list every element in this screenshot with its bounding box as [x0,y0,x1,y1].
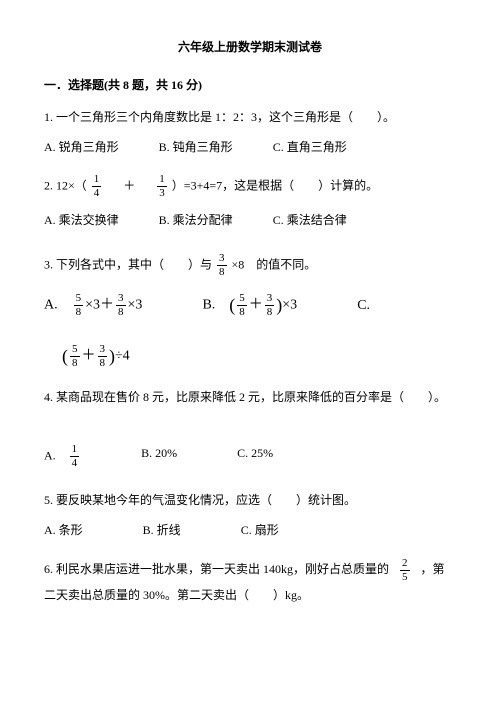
q2-frac2: 1 3 [157,174,167,199]
q5-opt-c: C. 扇形 [241,521,279,539]
q3-c-d1: 8 [70,357,80,369]
question-6: 6. 利民水果店运进一批水果，第一天卖出 140kg，刚好占总质量的 25 ，第… [44,557,456,607]
q2-f1-den: 4 [92,187,102,199]
q6-text: 6. 利民水果店运进一批水果，第一天卖出 140kg，刚好占总质量的 25 ，第… [44,557,456,607]
q6-frac: 25 [400,558,410,583]
q4-a-label: A. [44,448,56,462]
q2-f1-num: 1 [92,174,102,187]
q3-options: A. 58×3＋38×3 B. (58＋38)×3 C. (58＋38)÷4 [44,292,456,370]
q2-mid: ＋ [123,178,135,192]
q3-opt-a: A. 58×3＋38×3 [44,293,142,318]
q3-b-mid: ＋ [249,298,263,313]
q3-c-n2: 3 [98,344,108,357]
q5-options: A. 条形 B. 折线 C. 扇形 [44,521,456,539]
q3-c-d2: 8 [98,357,108,369]
page-title: 六年级上册数学期末测试卷 [44,38,456,56]
q4-opt-a: A. 14 [44,444,81,469]
q3-c-mid: ＋ [82,349,96,364]
q3-opt-c-expr: (58＋38)÷4 [62,343,456,370]
q3-a-n2: 3 [116,293,126,306]
q3-b-n1: 5 [237,293,247,306]
q2-frac1: 1 4 [92,174,102,199]
q3-a-d1: 8 [74,306,84,318]
q3-a-label: A. [44,298,58,313]
q3-b-f1: 58 [237,293,247,318]
q3-opt-b: B. (58＋38)×3 [202,292,297,319]
q3-a-d2: 8 [116,306,126,318]
q3-c-label: C. [357,298,370,313]
q2-opt-c: C. 乘法结合律 [273,211,347,229]
q4-a-frac: 14 [70,444,80,469]
q3-a-post: ×3 [128,298,143,313]
q4-a-num: 1 [70,444,80,457]
q3-a-f2: 38 [116,293,126,318]
q3-c-f2: 38 [98,344,108,369]
q3-a-mid: ×3＋ [85,298,114,313]
q6-pre: 6. 利民水果店运进一批水果，第一天卖出 140kg，刚好占总质量的 [44,562,389,576]
q1-text: 1. 一个三角形三个内角度数比是 1：2：3，这个三角形是（ ）。 [44,108,456,126]
q3-b-label: B. [202,298,215,313]
q3-text: 3. 下列各式中，其中（ ）与 3 8 ×8 的值不同。 [44,253,456,278]
q5-opt-a: A. 条形 [44,521,83,539]
q3-b-d2: 8 [265,306,275,318]
q3-b-f2: 38 [265,293,275,318]
q3-opt-c-label: C. [357,295,370,316]
q2-opt-a: A. 乘法交换律 [44,211,119,229]
q1-opt-c: C. 直角三角形 [273,138,347,156]
q3-b-n2: 3 [265,293,275,306]
q3-f-den: 8 [217,266,227,278]
q4-a-den: 4 [70,457,80,469]
q2-options: A. 乘法交换律 B. 乘法分配律 C. 乘法结合律 [44,211,456,229]
q3-b-d1: 8 [237,306,247,318]
q4-options: A. 14 B. 20% C. 25% [44,444,456,469]
section-header: 一．选择题(共 8 题，共 16 分) [44,76,456,94]
question-4: 4. 某商品现在售价 8 元，比原来降低 2 元，比原来降低的百分率是（ ）。 … [44,388,456,469]
q3-post: ×8 的值不同。 [232,257,317,271]
q3-f-num: 3 [217,253,227,266]
q4-text: 4. 某商品现在售价 8 元，比原来降低 2 元，比原来降低的百分率是（ ）。 [44,388,456,406]
q1-opt-a: A. 锐角三角形 [44,138,119,156]
q4-opt-b: B. 20% [141,444,177,469]
q2-text: 2. 12×（ 1 4 ＋ 1 3 ）=3+4=7，这是根据（ ）计算的。 [44,174,456,199]
q5-text: 5. 要反映某地今年的气温变化情况，应选（ ）统计图。 [44,491,456,509]
q2-f2-num: 1 [157,174,167,187]
q6-f-den: 5 [400,571,410,583]
q3-c-post: ÷4 [115,349,130,364]
q1-options: A. 锐角三角形 B. 钝角三角形 C. 直角三角形 [44,138,456,156]
question-3: 3. 下列各式中，其中（ ）与 3 8 ×8 的值不同。 A. 58×3＋38×… [44,253,456,370]
q3-c-f1: 58 [70,344,80,369]
q2-post: ）=3+4=7，这是根据（ ）计算的。 [172,178,378,192]
q3-pre: 3. 下列各式中，其中（ ）与 [44,257,212,271]
q3-a-n1: 5 [74,293,84,306]
question-5: 5. 要反映某地今年的气温变化情况，应选（ ）统计图。 A. 条形 B. 折线 … [44,491,456,539]
q5-opt-b: B. 折线 [143,521,181,539]
question-2: 2. 12×（ 1 4 ＋ 1 3 ）=3+4=7，这是根据（ ）计算的。 A.… [44,174,456,229]
q2-opt-b: B. 乘法分配律 [159,211,233,229]
q4-opt-c: C. 25% [237,444,273,469]
q3-b-post: ×3 [282,298,297,313]
q3-frac: 3 8 [217,253,227,278]
q6-f-num: 2 [400,558,410,571]
q2-pre: 2. 12×（ [44,178,87,192]
q3-a-f1: 58 [74,293,84,318]
question-1: 1. 一个三角形三个内角度数比是 1：2：3，这个三角形是（ ）。 A. 锐角三… [44,108,456,156]
q2-f2-den: 3 [157,187,167,199]
q3-c-n1: 5 [70,344,80,357]
q1-opt-b: B. 钝角三角形 [159,138,233,156]
